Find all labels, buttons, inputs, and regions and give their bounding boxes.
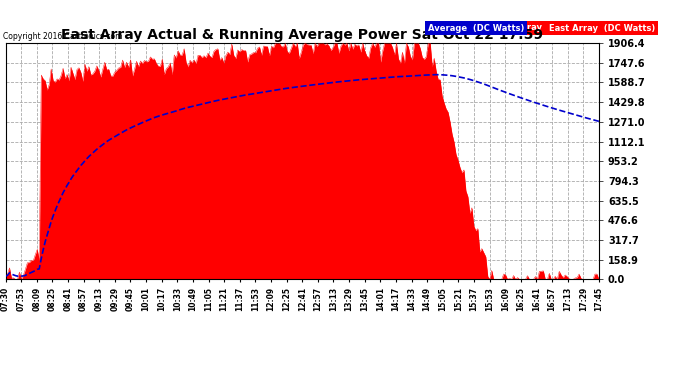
Text: East Array  (DC Watts): East Array (DC Watts) — [549, 24, 655, 33]
Text: Average  (DC Watts): Average (DC Watts) — [428, 24, 524, 33]
Text: East Array  (DC Watts): East Array (DC Watts) — [493, 23, 599, 32]
Title: East Array Actual & Running Average Power Sat Oct 22 17:59: East Array Actual & Running Average Powe… — [61, 28, 543, 42]
Text: Copyright 2016 Cartronics.com: Copyright 2016 Cartronics.com — [3, 32, 123, 41]
Text: Average  (DC Watts): Average (DC Watts) — [502, 23, 599, 32]
